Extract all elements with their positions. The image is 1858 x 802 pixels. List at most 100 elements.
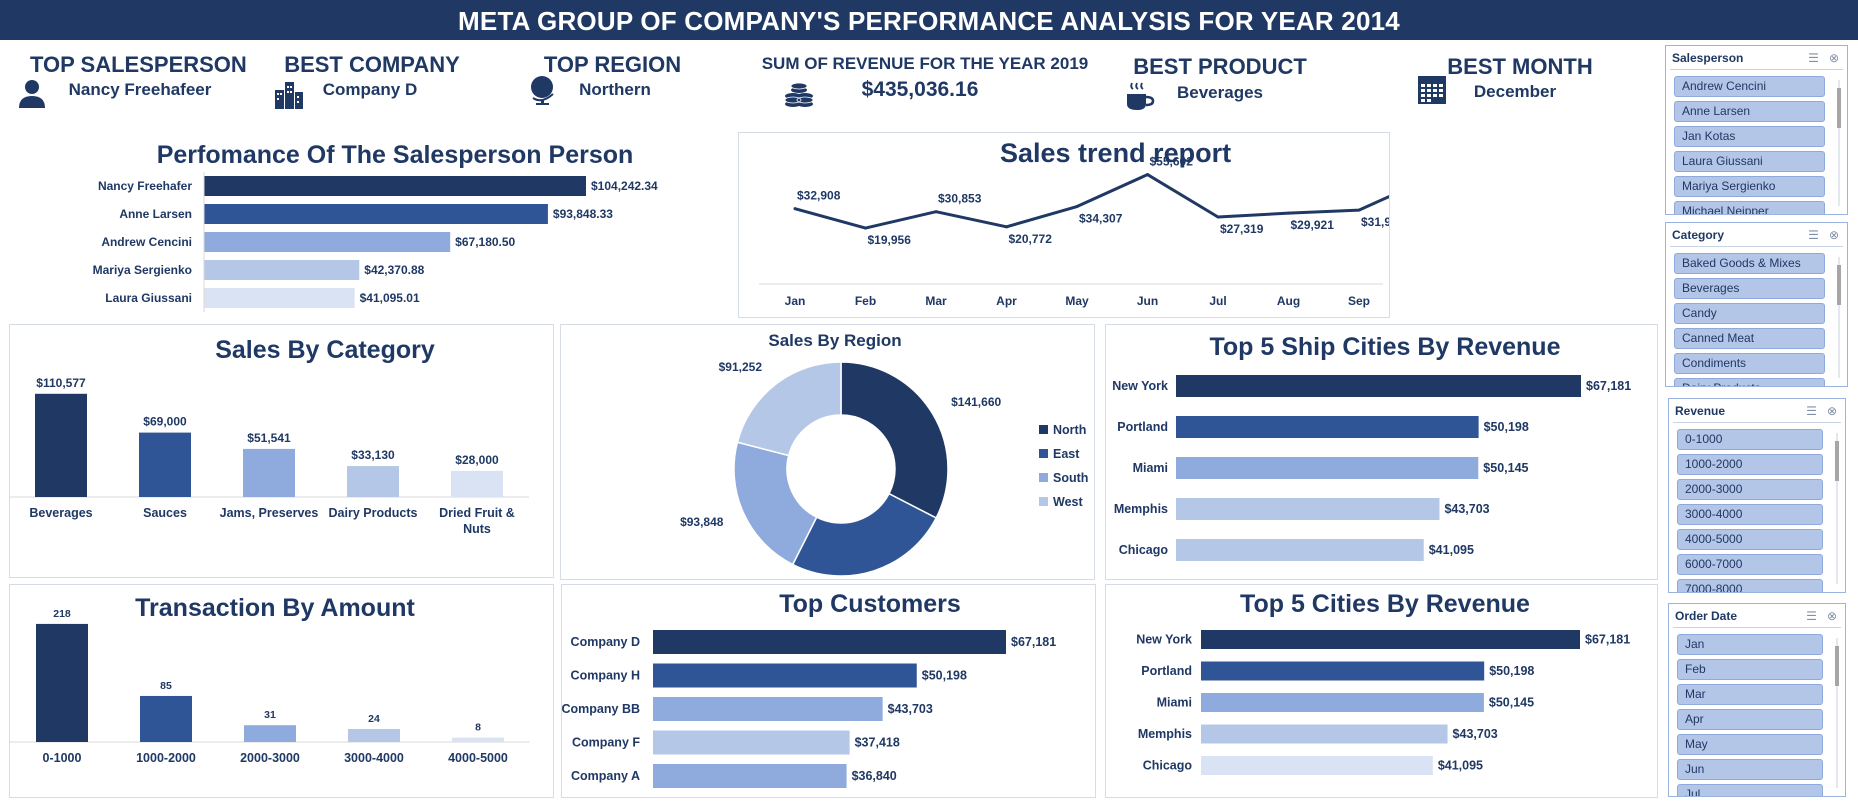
multi-select-icon[interactable]: ☰	[1806, 609, 1817, 623]
calendar-icon	[1418, 76, 1446, 104]
salesperson-bar-chart: Nancy Freehafer $104,242.34 Anne Larsen $93…	[93, 172, 658, 312]
data-label: $20,772	[1009, 232, 1053, 246]
slicer-scrollbar[interactable]	[1837, 257, 1841, 378]
data-label: 24	[368, 713, 380, 725]
donut-slice	[791, 492, 938, 577]
x-tick-label: May	[1065, 294, 1089, 308]
clear-filter-icon[interactable]: ⊗	[1826, 609, 1837, 623]
data-label: $50,145	[1483, 461, 1528, 475]
slicer-item[interactable]: 1000-2000	[1677, 454, 1823, 475]
slicer-revenue-title: Revenue	[1675, 404, 1726, 418]
bar	[204, 260, 360, 280]
slicer-item[interactable]: Andrew Cencini	[1674, 76, 1825, 97]
slicer-item[interactable]: Jan Kotas	[1674, 126, 1825, 147]
slicer-item[interactable]: Mariya Sergienko	[1674, 176, 1825, 197]
category-label: Memphis	[1114, 502, 1168, 516]
bar	[1201, 661, 1485, 681]
bar	[1201, 693, 1484, 712]
category-label: Miami	[1133, 461, 1168, 475]
slicer-revenue[interactable]: Revenue ☰ ⊗ 0-1000 1000-2000 2000-3000 3000…	[1668, 398, 1846, 593]
slicer-item[interactable]: Candy	[1674, 303, 1825, 324]
slicer-item[interactable]: Dairy Products	[1674, 378, 1825, 386]
kpi-top-salesperson-label: TOP SALESPERSON	[30, 52, 247, 77]
slicer-item[interactable]: Jan	[1677, 634, 1823, 655]
legend-label: North	[1053, 423, 1086, 437]
slicer-item[interactable]: Condiments	[1674, 353, 1825, 374]
slicer-category-tools[interactable]: ☰ ⊗	[1808, 228, 1839, 242]
clear-filter-icon[interactable]: ⊗	[1828, 228, 1839, 242]
category-label: Dairy Products	[329, 506, 418, 520]
clear-filter-icon[interactable]: ⊗	[1828, 51, 1839, 65]
legend-label: South	[1053, 471, 1088, 485]
category-chart-title: Sales By Category	[215, 336, 435, 364]
category-label: 2000-3000	[240, 751, 300, 765]
multi-select-icon[interactable]: ☰	[1806, 404, 1817, 418]
slicer-salesperson-tools[interactable]: ☰ ⊗	[1808, 51, 1839, 65]
kpi-top-region-label: TOP REGION	[543, 52, 682, 77]
category-label: Jams, Preserves	[220, 506, 319, 520]
slicer-item[interactable]: Baked Goods & Mixes	[1674, 253, 1825, 274]
data-label: $32,908	[797, 189, 841, 203]
bar	[452, 737, 504, 742]
slicer-scrollbar[interactable]	[1835, 433, 1839, 584]
kpi-best-product-label: BEST PRODUCT	[1133, 54, 1307, 79]
bar	[140, 695, 192, 742]
slicer-scrollbar[interactable]	[1835, 638, 1839, 788]
slicer-order-date[interactable]: Order Date ☰ ⊗ Jan Feb Mar Apr May Jun Jul	[1668, 603, 1846, 797]
bar	[244, 725, 296, 742]
slicer-item[interactable]: 0-1000	[1677, 429, 1823, 450]
globe-icon	[531, 76, 554, 105]
data-label: $67,181	[1585, 633, 1630, 647]
slicer-item[interactable]: May	[1677, 734, 1823, 755]
multi-select-icon[interactable]: ☰	[1808, 51, 1819, 65]
slicer-scrollbar[interactable]	[1837, 80, 1841, 206]
slicer-salesperson[interactable]: Salesperson ☰ ⊗ Andrew Cencini Anne Larse…	[1665, 45, 1848, 215]
slicer-item[interactable]: Apr	[1677, 709, 1823, 730]
data-label: $50,145	[1489, 696, 1534, 710]
data-label: $43,703	[888, 702, 933, 716]
slicer-order-date-tools[interactable]: ☰ ⊗	[1806, 609, 1837, 623]
bar	[451, 470, 503, 497]
slicer-category[interactable]: Category ☰ ⊗ Baked Goods & Mixes Beverage…	[1665, 222, 1848, 387]
slicer-item[interactable]: 4000-5000	[1677, 529, 1823, 550]
clear-filter-icon[interactable]: ⊗	[1826, 404, 1837, 418]
slicer-revenue-tools[interactable]: ☰ ⊗	[1806, 404, 1837, 418]
slicer-item[interactable]: Jun	[1677, 759, 1823, 780]
slicer-item[interactable]: Jul	[1677, 784, 1823, 796]
trend-point	[1005, 225, 1008, 229]
slicer-item[interactable]: Anne Larsen	[1674, 101, 1825, 122]
salesperson-chart-title: Perfomance Of The Salesperson Person	[156, 141, 634, 169]
category-label: Nancy Freehafer	[98, 179, 192, 193]
x-tick-label: Apr	[996, 294, 1017, 308]
slicer-item[interactable]: 7000-8000	[1677, 579, 1823, 592]
slicer-item[interactable]: Canned Meat	[1674, 328, 1825, 349]
slicer-divider	[1670, 69, 1843, 70]
slicer-item[interactable]: 2000-3000	[1677, 479, 1823, 500]
kpi-top-salesperson-value: Nancy Freehafeer	[68, 80, 212, 99]
slicer-divider	[1670, 246, 1843, 247]
bar	[653, 697, 883, 721]
donut-slice	[733, 441, 818, 566]
multi-select-icon[interactable]: ☰	[1808, 228, 1819, 242]
data-label: $104,242.34	[591, 179, 658, 193]
slicer-item[interactable]: Beverages	[1674, 278, 1825, 299]
slicer-item[interactable]: Feb	[1677, 659, 1823, 680]
slicer-item[interactable]: Michael Neipper	[1674, 201, 1825, 214]
transactions-chart-title: Transaction By Amount	[135, 594, 415, 622]
category-label: New York	[1112, 379, 1168, 393]
slicer-item[interactable]: Mar	[1677, 684, 1823, 705]
data-label: $27,319	[1220, 222, 1264, 236]
coins-icon	[784, 82, 814, 107]
slicer-divider	[1673, 422, 1841, 423]
x-tick-label: Jan	[785, 294, 806, 308]
slicer-item[interactable]: Laura Giussani	[1674, 151, 1825, 172]
data-label: $43,703	[1444, 502, 1489, 516]
kpi-best-month-label: BEST MONTH	[1447, 54, 1593, 79]
slicer-item[interactable]: 3000-4000	[1677, 504, 1823, 525]
bar	[35, 393, 87, 497]
slicer-item[interactable]: 6000-7000	[1677, 554, 1823, 575]
data-label: $67,181	[1586, 379, 1631, 393]
data-label: $34,307	[1079, 212, 1123, 226]
x-tick-label: Jul	[1209, 294, 1226, 308]
kpi-best-company-label: BEST COMPANY	[284, 52, 460, 77]
